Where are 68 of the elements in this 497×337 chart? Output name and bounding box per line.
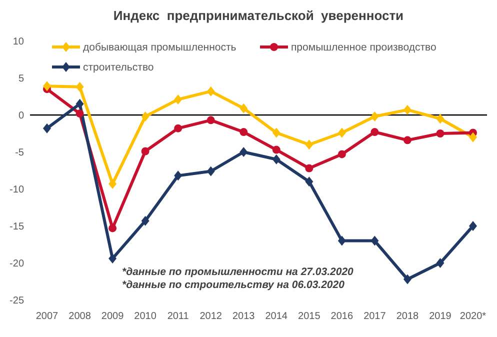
point bbox=[43, 81, 51, 92]
point bbox=[174, 94, 182, 104]
point bbox=[141, 216, 150, 226]
x-tick-label: 2012 bbox=[200, 311, 222, 322]
legend-label: строительство bbox=[83, 62, 154, 74]
x-tick-label: 2019 bbox=[429, 311, 452, 322]
annotation: *данные по строительству на 06.03.2020 bbox=[122, 279, 345, 291]
point bbox=[338, 128, 346, 138]
x-tick-label: 2017 bbox=[364, 311, 386, 322]
point bbox=[305, 164, 314, 172]
annotation: *данные по промышленности на 27.03.2020 bbox=[122, 266, 354, 278]
y-tick-label: -25 bbox=[10, 296, 24, 306]
point bbox=[240, 128, 248, 136]
point bbox=[76, 98, 84, 109]
y-tick-label: -15 bbox=[10, 222, 24, 232]
point bbox=[436, 258, 444, 268]
point bbox=[206, 116, 215, 124]
point bbox=[338, 150, 346, 158]
point bbox=[174, 170, 182, 181]
point bbox=[305, 140, 314, 150]
x-tick-label: 2009 bbox=[101, 311, 124, 322]
x-tick-label: 2008 bbox=[68, 311, 92, 322]
point bbox=[272, 128, 280, 138]
point bbox=[370, 236, 379, 246]
point bbox=[206, 86, 215, 96]
point bbox=[206, 166, 215, 176]
point bbox=[141, 147, 150, 156]
point bbox=[436, 114, 444, 124]
point bbox=[76, 82, 84, 92]
point bbox=[338, 236, 346, 246]
y-tick-label: -20 bbox=[10, 258, 24, 270]
y-tick-label: 5 bbox=[18, 74, 24, 84]
point bbox=[370, 111, 379, 122]
point bbox=[469, 132, 477, 142]
x-tick-label: 2016 bbox=[330, 311, 354, 322]
point bbox=[436, 130, 444, 138]
x-tick-label: 2018 bbox=[396, 311, 420, 322]
x-tick-label: 2011 bbox=[167, 311, 190, 322]
chart-title: Индекс предпринимательской уверенности bbox=[113, 8, 404, 23]
y-tick-label: -5 bbox=[15, 148, 24, 158]
point bbox=[403, 136, 412, 144]
x-tick-label: 2013 bbox=[232, 311, 256, 322]
y-tick-label: -10 bbox=[10, 184, 24, 196]
point bbox=[240, 103, 248, 114]
point bbox=[272, 154, 280, 164]
x-tick-label: 2020* bbox=[460, 311, 486, 322]
point bbox=[174, 124, 182, 132]
legend-label: добывающая промышленность bbox=[83, 42, 237, 54]
x-tick-label: 2007 bbox=[36, 311, 59, 322]
point bbox=[469, 221, 477, 231]
point bbox=[240, 147, 248, 157]
point bbox=[403, 104, 412, 115]
point bbox=[108, 178, 117, 189]
point bbox=[108, 254, 117, 264]
x-tick-label: 2015 bbox=[298, 311, 321, 322]
y-tick-label: 0 bbox=[18, 110, 24, 122]
x-tick-label: 2014 bbox=[265, 311, 288, 322]
point bbox=[305, 176, 314, 187]
point bbox=[43, 123, 51, 134]
point bbox=[370, 128, 379, 136]
point bbox=[76, 110, 84, 118]
legend-label: промышленное производство bbox=[291, 42, 436, 54]
point bbox=[403, 274, 412, 284]
x-tick-label: 2010 bbox=[134, 311, 157, 322]
y-tick-label: 10 bbox=[12, 36, 24, 48]
point bbox=[108, 224, 117, 232]
point bbox=[272, 146, 280, 154]
point bbox=[141, 111, 150, 122]
